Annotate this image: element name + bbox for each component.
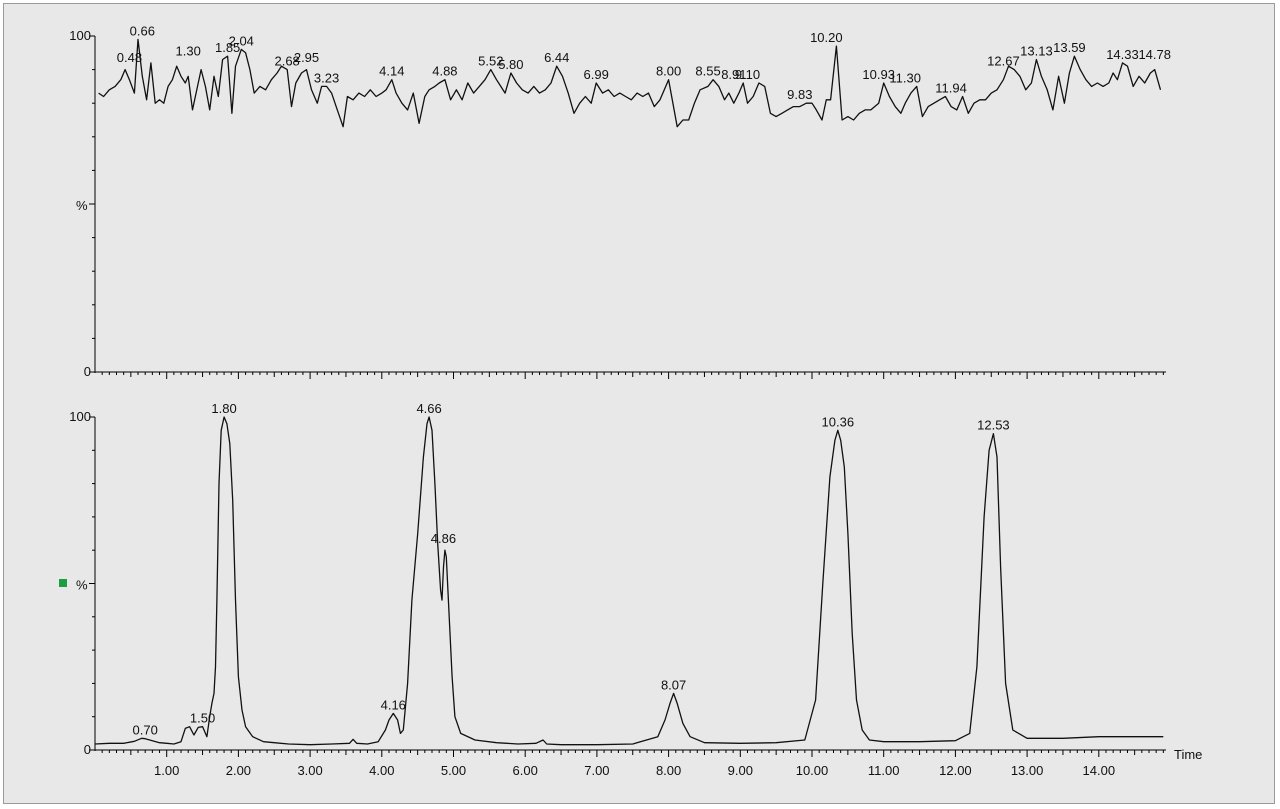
peak-label: 4.66 — [416, 401, 441, 416]
peak-label: 9.10 — [735, 67, 760, 82]
y-tick-label: 0 — [84, 364, 91, 379]
bottom-trace: 0 100% 0.70 1.50 1.80 4.16 4.66 4.86 8.07 10.36 12… — [69, 401, 1202, 778]
peak-label: 3.23 — [314, 70, 339, 85]
trace-line — [98, 38, 1162, 128]
peak-label: 13.59 — [1053, 40, 1086, 55]
peak-label: 10.36 — [822, 414, 855, 429]
legend-marker — [59, 579, 67, 587]
y-axis-label: % — [76, 198, 88, 213]
peak-label: 0.70 — [133, 722, 158, 737]
x-axis-title: Time — [1174, 747, 1202, 762]
peak-label: 2.95 — [294, 50, 319, 65]
peak-label: 14.33 — [1106, 47, 1139, 62]
peak-label: 4.14 — [379, 64, 404, 79]
peak-label: 2.04 — [229, 33, 254, 48]
peak-label: 11.30 — [889, 70, 921, 85]
peak-label: 10.93 — [862, 67, 895, 82]
x-tick-label: 7.00 — [584, 763, 609, 778]
x-tick-label: 11.00 — [868, 763, 900, 778]
top-trace: 0 100% 0.48 0.66 1.30 1.852.04 2.682.95 3.23 4.1… — [69, 23, 1171, 379]
x-tick-label: 6.00 — [513, 763, 538, 778]
x-tick-label: 3.00 — [297, 763, 322, 778]
peak-label: 8.91 — [721, 67, 746, 82]
peak-label: 1.80 — [211, 401, 236, 416]
peak-label: 12.53 — [977, 418, 1010, 433]
y-axis-label: % — [76, 578, 88, 593]
peak-label: 5.80 — [498, 57, 523, 72]
y-tick-label: 100 — [69, 409, 91, 424]
peak-label: 10.20 — [810, 30, 843, 45]
peak-label: 8.55 — [695, 64, 720, 79]
y-tick-label: 100 — [69, 28, 91, 43]
peak-label: 4.88 — [432, 64, 457, 79]
peak-label: 12.67 — [987, 54, 1020, 69]
peak-label: 14.78 — [1138, 47, 1171, 62]
peak-label: 8.00 — [656, 64, 681, 79]
x-tick-label: 8.00 — [656, 763, 681, 778]
x-tick-label: 14.00 — [1083, 763, 1116, 778]
x-tick-label: 12.00 — [939, 763, 972, 778]
peak-label: 4.16 — [381, 697, 406, 712]
x-tick-label: 2.00 — [226, 763, 251, 778]
peak-label: 6.99 — [584, 67, 609, 82]
peak-label: 1.50 — [190, 711, 215, 726]
peak-label: 13.13 — [1020, 44, 1053, 59]
x-tick-label: 5.00 — [441, 763, 466, 778]
peak-label: 2.68 — [274, 54, 299, 69]
peak-label: 8.07 — [661, 677, 686, 692]
peak-label: 5.52 — [478, 54, 503, 69]
peak-label: 4.86 — [431, 531, 456, 546]
x-tick-label: 10.00 — [796, 763, 829, 778]
peak-label: 6.44 — [544, 50, 569, 65]
peak-label: 0.48 — [117, 50, 142, 65]
x-tick-label: 1.00 — [154, 763, 179, 778]
peak-label: 11.94 — [935, 80, 967, 95]
peak-label: 9.83 — [787, 87, 812, 102]
x-tick-label: 9.00 — [728, 763, 753, 778]
x-tick-label: 4.00 — [369, 763, 394, 778]
y-tick-label: 0 — [84, 742, 91, 757]
peak-label: 1.85 — [215, 40, 240, 55]
peak-label: 1.30 — [176, 44, 201, 59]
x-tick-label: 13.00 — [1011, 763, 1044, 778]
trace-line — [94, 416, 1164, 746]
peak-label: 0.66 — [130, 23, 155, 38]
